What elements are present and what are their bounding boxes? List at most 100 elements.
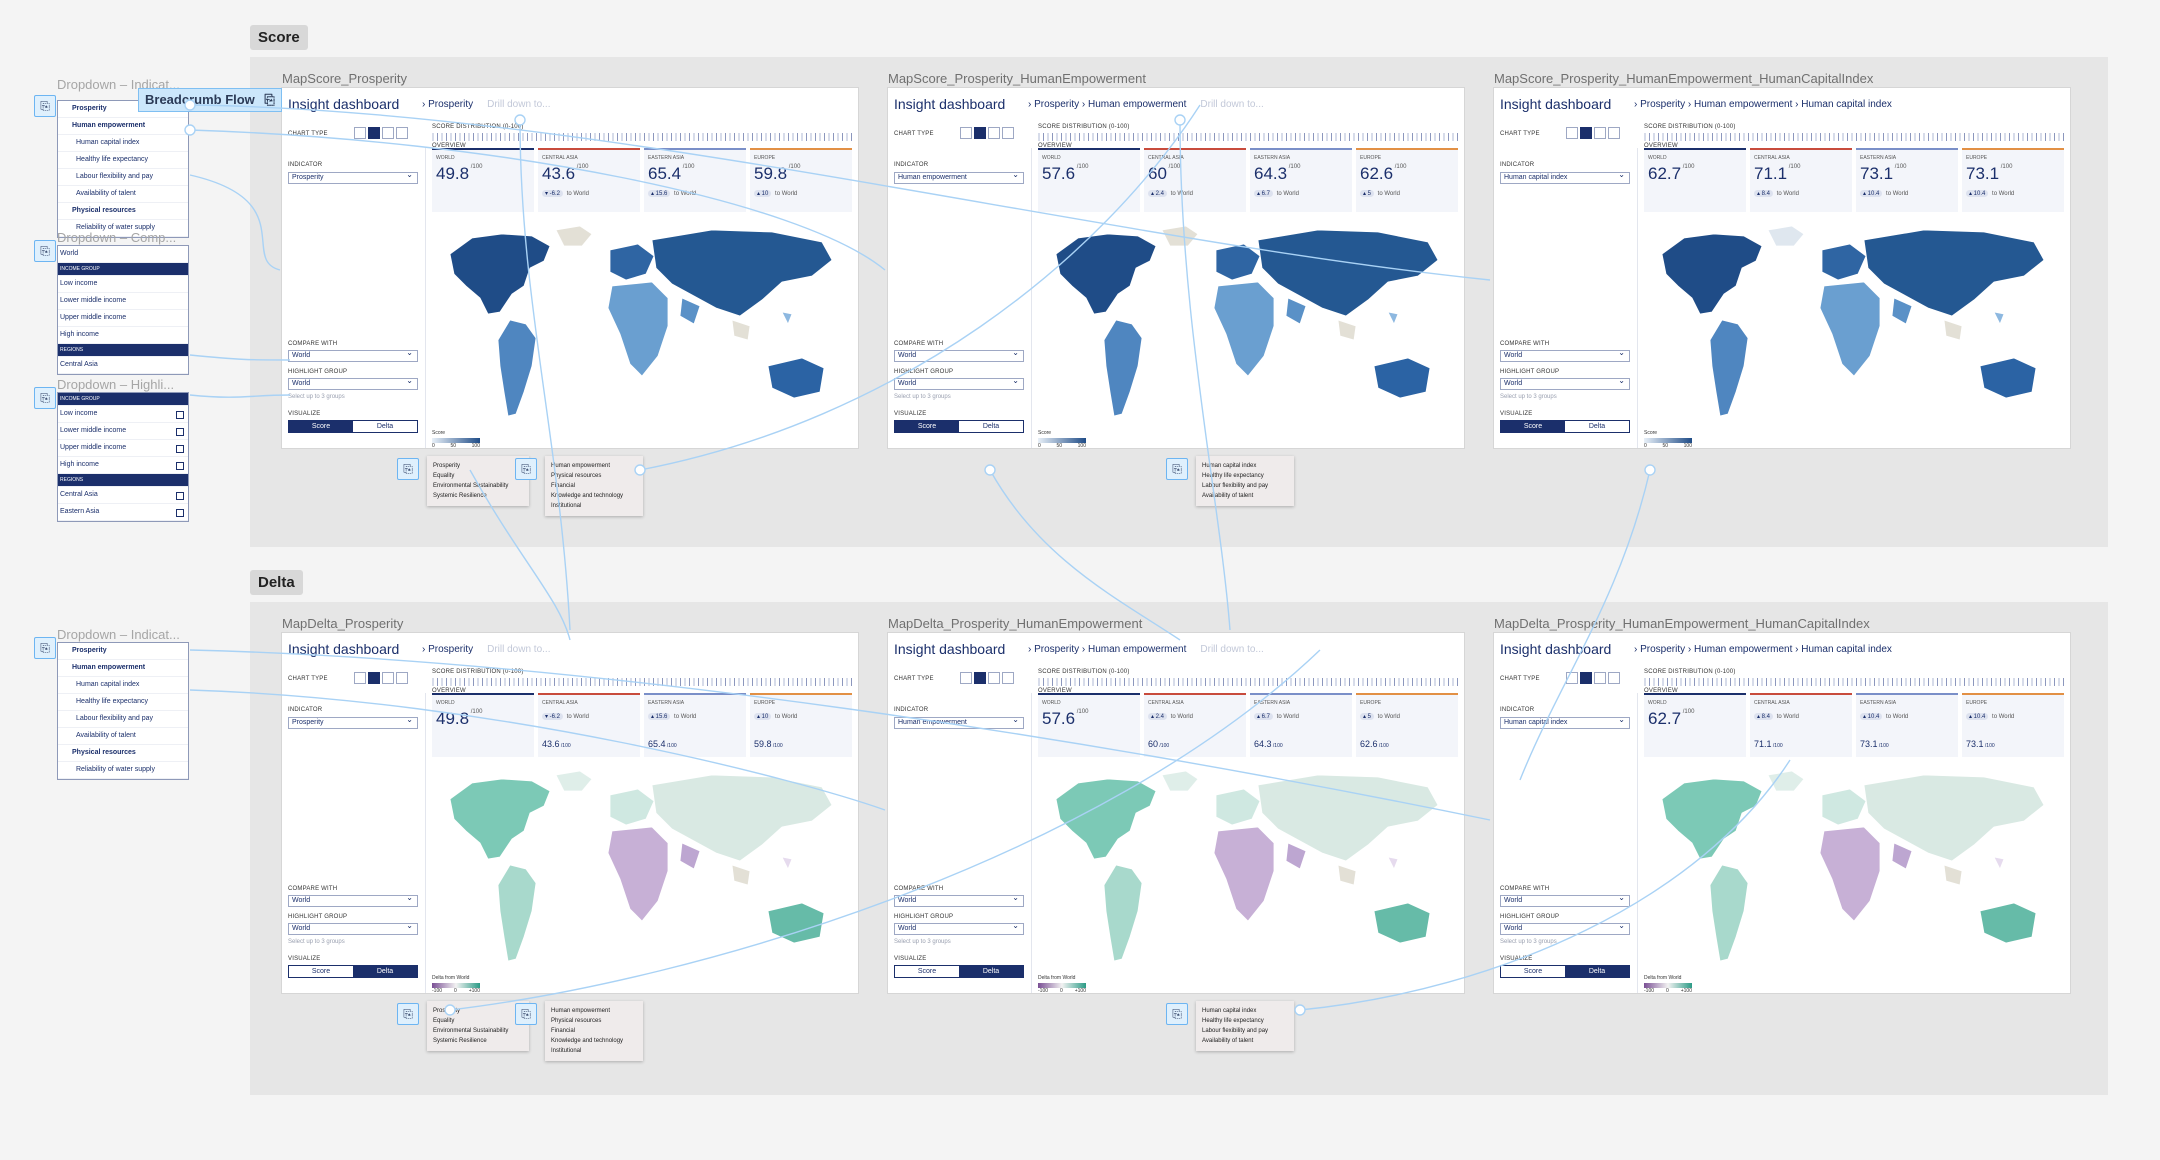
breadcrumb[interactable]: › Prosperity Drill down to... (422, 644, 550, 655)
breadcrumb-item[interactable]: › Human capital index (1792, 99, 1892, 110)
popover-item[interactable]: Financial (551, 483, 576, 489)
prototype-link-icon[interactable]: ⎘ (1166, 1003, 1188, 1025)
map-region[interactable] (1373, 357, 1431, 399)
connector-node[interactable] (514, 114, 526, 126)
map-region[interactable] (449, 778, 551, 860)
table-icon[interactable] (396, 672, 408, 684)
popover-item[interactable]: Availability of talent (1202, 493, 1254, 499)
visualize-option-delta[interactable]: Delta (353, 966, 417, 977)
prototype-link-icon[interactable]: ⎘ (1166, 458, 1188, 480)
compare-select[interactable]: World (288, 893, 418, 907)
map-region[interactable] (1215, 788, 1261, 826)
dropdown-option[interactable]: Upper middle income (58, 310, 188, 327)
map-region[interactable] (1161, 770, 1199, 792)
map-region[interactable] (1943, 319, 1963, 341)
dropdown-frame-label[interactable]: Dropdown – Highli... (57, 377, 175, 392)
chart-type-toggle[interactable] (354, 127, 408, 139)
map-icon[interactable] (960, 672, 972, 684)
map-region[interactable] (679, 842, 701, 870)
drill-down-link[interactable]: Drill down to... (1200, 644, 1264, 655)
breadcrumb-item[interactable]: › Prosperity (1634, 99, 1686, 110)
popover-item[interactable]: Systemic Resilience (433, 493, 487, 499)
map-icon[interactable] (1566, 127, 1578, 139)
compare-select[interactable]: World (1500, 348, 1630, 362)
map-region[interactable] (607, 281, 669, 377)
map-region[interactable] (1373, 902, 1431, 944)
compare-select[interactable]: World (894, 348, 1024, 362)
breadcrumb-item[interactable]: › Prosperity (1028, 644, 1080, 655)
map-region[interactable] (555, 770, 593, 792)
breadcrumb-flow-chip[interactable]: Breadcrumb Flow ⎘ (138, 88, 282, 112)
map-region[interactable] (1103, 319, 1143, 417)
visualize-toggle[interactable]: Score Delta (1500, 420, 1630, 433)
map-region[interactable] (679, 297, 701, 325)
region-card[interactable]: CENTRAL ASIA 71.1 /100 ▴ 8.4 to World (1750, 148, 1852, 212)
popover-item[interactable]: Institutional (551, 503, 582, 509)
region-card[interactable]: CENTRAL ASIA 43.6 /100 ▾ -6.2 to World (538, 148, 640, 212)
region-card[interactable]: EASTERN ASIA 65.4 /100 ▴ 15.6 to World (644, 148, 746, 212)
world-map[interactable] (1644, 761, 2064, 989)
visualize-option-score[interactable]: Score (311, 968, 331, 975)
drill-down-link[interactable]: Drill down to... (487, 644, 551, 655)
connector-node[interactable] (1294, 1004, 1306, 1016)
region-card[interactable]: EASTERN ASIA ▴ 6.7 to World 64.3 /100 (1250, 693, 1352, 757)
map-region[interactable] (781, 856, 793, 870)
map-region[interactable] (1285, 842, 1307, 870)
map-region[interactable] (1257, 229, 1439, 317)
breadcrumb-item[interactable]: › Human empowerment (1079, 99, 1187, 110)
dropdown-option[interactable]: World (58, 246, 188, 263)
highlight-select[interactable]: World (288, 376, 418, 390)
bar-icon[interactable] (974, 672, 986, 684)
indicator-select[interactable]: Prosperity (288, 715, 418, 729)
prototype-link-icon[interactable]: ⎘ (397, 1003, 419, 1025)
table-icon[interactable] (1002, 672, 1014, 684)
popover-item[interactable]: Systemic Resilience (433, 1038, 487, 1044)
visualize-toggle[interactable]: Score Delta (288, 965, 418, 978)
popover-item[interactable]: Human empowerment (551, 1008, 611, 1014)
breadcrumb[interactable]: › Prosperity Drill down to... (422, 99, 550, 110)
region-card[interactable]: WORLD 62.7 /100 (1644, 693, 1746, 757)
visualize-option-score[interactable]: Score (289, 421, 353, 432)
map-region[interactable] (1863, 229, 2045, 317)
breadcrumb-item[interactable]: › Human empowerment (1685, 644, 1793, 655)
dropdown-option[interactable]: Upper middle income (58, 440, 188, 457)
map-region[interactable] (1821, 243, 1867, 281)
frame-label[interactable]: MapDelta_Prosperity (282, 616, 404, 631)
frame-label[interactable]: MapDelta_Prosperity_HumanEmpowerment_Hum… (1494, 616, 1870, 631)
region-card[interactable]: CENTRAL ASIA ▾ -6.2 to World 43.6 /100 (538, 693, 640, 757)
map-region[interactable] (1337, 864, 1357, 886)
dropdown-option[interactable]: Prosperity (58, 643, 188, 660)
map-region[interactable] (767, 902, 825, 944)
connector-node[interactable] (444, 1004, 456, 1016)
map-region[interactable] (1387, 311, 1399, 325)
world-map[interactable] (1038, 216, 1458, 444)
map-region[interactable] (1767, 225, 1805, 247)
popover-item[interactable]: Availability of talent (1202, 1038, 1254, 1044)
breadcrumb-item[interactable]: › Prosperity (422, 99, 474, 110)
popover-item[interactable]: Physical resources (551, 1018, 602, 1024)
popover-item[interactable]: Physical resources (551, 473, 602, 479)
table-icon[interactable] (1608, 672, 1620, 684)
world-map[interactable] (432, 761, 852, 989)
prototype-link-icon[interactable]: ⎘ (515, 458, 537, 480)
dropdown-option[interactable]: Central Asia (58, 487, 188, 504)
chart-type-toggle[interactable] (354, 672, 408, 684)
map-region[interactable] (497, 319, 537, 417)
region-card[interactable]: WORLD 57.6 /100 (1038, 693, 1140, 757)
map-region[interactable] (731, 864, 751, 886)
chart-type-toggle[interactable] (960, 127, 1014, 139)
world-map[interactable] (1644, 216, 2064, 444)
dropdown-option[interactable]: Human capital index (58, 677, 188, 694)
connector-node[interactable] (1174, 114, 1186, 126)
indicator-select[interactable]: Human capital index (1500, 170, 1630, 184)
dropdown-option[interactable]: High income (58, 327, 188, 344)
connector-node[interactable] (184, 99, 196, 111)
table-icon[interactable] (396, 127, 408, 139)
region-card[interactable]: EASTERN ASIA ▴ 15.6 to World 65.4 /100 (644, 693, 746, 757)
highlight-select[interactable]: World (894, 921, 1024, 935)
compare-select[interactable]: World (288, 348, 418, 362)
frame-label[interactable]: MapScore_Prosperity_HumanEmpowerment_Hum… (1494, 71, 1874, 86)
visualize-toggle[interactable]: Score Delta (894, 965, 1024, 978)
map-region[interactable] (1891, 297, 1913, 325)
region-card[interactable]: EUROPE ▴ 10 to World 59.8 /100 (750, 693, 852, 757)
